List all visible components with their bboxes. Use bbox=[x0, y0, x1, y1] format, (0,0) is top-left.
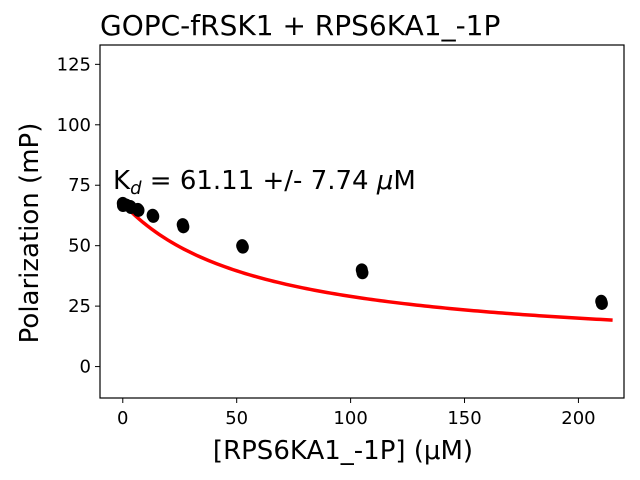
y-axis-label: Polarization (mP) bbox=[15, 123, 45, 344]
data-point bbox=[356, 266, 369, 280]
x-tick-label: 50 bbox=[225, 408, 248, 429]
y-tick-label: 125 bbox=[57, 54, 91, 75]
x-tick-label: 0 bbox=[117, 408, 128, 429]
y-tick-label: 25 bbox=[68, 296, 91, 317]
data-points bbox=[116, 196, 608, 310]
x-axis: 0 50 100 150 200 bbox=[117, 398, 596, 429]
chart-title: GOPC-fRSK1 + RPS6KA1_-1P bbox=[100, 9, 500, 42]
x-tick-label: 150 bbox=[447, 408, 481, 429]
kd-annotation: Kd = 61.11 +/- 7.74 μM bbox=[113, 166, 416, 199]
data-point bbox=[177, 220, 190, 234]
data-point bbox=[147, 209, 160, 223]
y-tick-label: 100 bbox=[57, 115, 91, 136]
data-point bbox=[236, 240, 249, 254]
y-tick-label: 75 bbox=[68, 175, 91, 196]
y-tick-label: 0 bbox=[80, 357, 91, 378]
y-tick-label: 50 bbox=[68, 236, 91, 257]
x-tick-label: 100 bbox=[333, 408, 367, 429]
y-axis: 0 25 50 75 100 125 bbox=[57, 54, 100, 378]
x-axis-label: [RPS6KA1_-1P] (μM) bbox=[213, 436, 473, 466]
data-point bbox=[132, 203, 145, 217]
plot-area bbox=[99, 44, 625, 399]
fit-curve-layer bbox=[121, 202, 613, 322]
x-tick-label: 200 bbox=[561, 408, 595, 429]
data-point bbox=[595, 296, 608, 310]
fit-curve bbox=[121, 202, 613, 322]
